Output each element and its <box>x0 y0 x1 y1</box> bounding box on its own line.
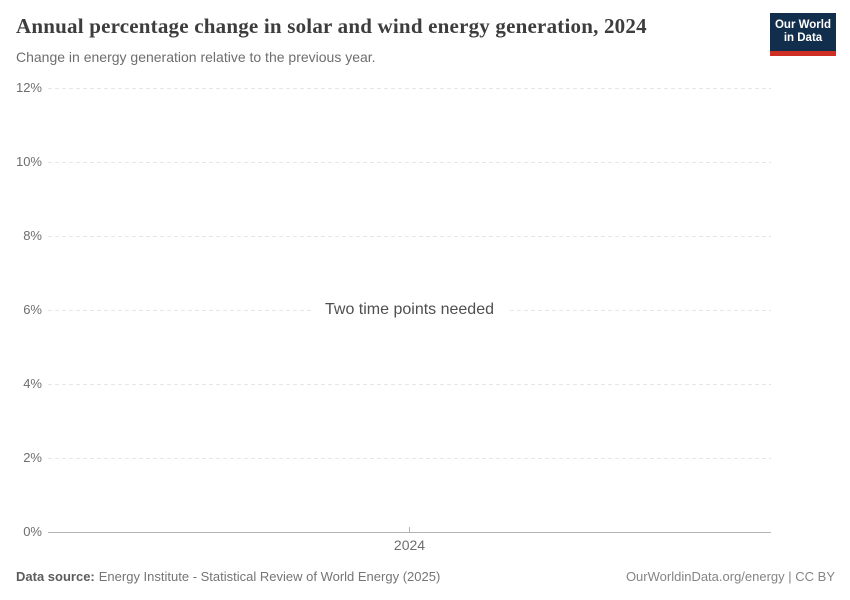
data-source-line: Data source: Energy Institute - Statistic… <box>16 569 440 584</box>
no-data-message: Two time points needed <box>311 299 508 320</box>
y-tick-label: 6% <box>23 302 42 317</box>
logo-accent-bar <box>770 51 836 56</box>
x-tick-mark <box>409 527 410 532</box>
gridline <box>48 458 771 459</box>
no-data-message-row: Two time points needed <box>48 299 771 320</box>
y-tick-label: 8% <box>23 228 42 243</box>
owid-logo-box: Our World in Data <box>770 13 836 51</box>
chart-footer: Data source: Energy Institute - Statistic… <box>16 569 835 584</box>
chart-subtitle: Change in energy generation relative to … <box>16 49 376 65</box>
x-tick-label: 2024 <box>393 537 426 553</box>
gridline <box>48 88 771 89</box>
y-tick-label: 4% <box>23 376 42 391</box>
data-source-label: Data source: <box>16 569 95 584</box>
y-tick-label: 10% <box>15 154 42 169</box>
y-tick-label: 0% <box>23 524 42 539</box>
y-tick-label: 12% <box>15 80 42 95</box>
gridline <box>48 384 771 385</box>
owid-logo[interactable]: Our World in Data <box>770 13 836 56</box>
page-title: Annual percentage change in solar and wi… <box>16 14 647 38</box>
owid-logo-line2: in Data <box>783 32 823 44</box>
credit-link[interactable]: OurWorldinData.org/energy | CC BY <box>625 569 835 584</box>
y-tick-label: 2% <box>23 450 42 465</box>
owid-logo-line1: Our World <box>774 19 831 31</box>
x-axis-line <box>48 532 771 533</box>
gridline <box>48 162 771 163</box>
data-source-value: Energy Institute - Statistical Review of… <box>98 569 441 584</box>
gridline <box>48 236 771 237</box>
